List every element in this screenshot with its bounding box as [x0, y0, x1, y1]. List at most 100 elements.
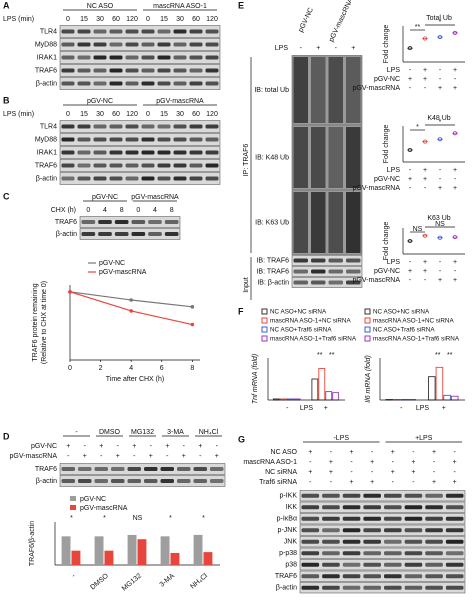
band [177, 479, 191, 483]
band [294, 259, 309, 263]
band [94, 82, 107, 86]
legend-swatch [365, 309, 370, 314]
condition-mark: - [424, 277, 427, 284]
x-tick-label: MG132 [121, 573, 143, 593]
lane-label: 0 [146, 16, 150, 23]
group-label: pGV-mascRNA [131, 194, 179, 201]
condition-mark: + [308, 469, 312, 476]
x-tick-label: 8 [190, 365, 194, 372]
band [446, 551, 464, 555]
blot-label: IB: TRAF6 [256, 257, 289, 264]
band [405, 528, 423, 532]
y-axis-label: Fold change [383, 222, 390, 261]
legend-label: pGV-mascRNA [99, 269, 147, 276]
condition-mark: + [453, 67, 457, 74]
condition-mark: + [453, 85, 457, 92]
smear [329, 57, 344, 123]
bar [128, 535, 137, 565]
annotation: * [103, 515, 106, 522]
group-label: 3-MA [167, 429, 184, 436]
condition-mark: - [454, 76, 457, 83]
condition-mark: + [432, 449, 436, 456]
condition-mark: - [439, 67, 442, 74]
lane-label: 30 [176, 111, 184, 118]
band [190, 164, 203, 168]
annotation: NS [133, 515, 143, 522]
band [446, 494, 464, 498]
band [425, 551, 443, 555]
band [206, 125, 219, 129]
band [62, 69, 75, 73]
bar [138, 539, 147, 565]
band [384, 505, 402, 509]
condition-mark: + [149, 453, 153, 460]
band [302, 563, 320, 567]
lane-label: + [316, 45, 320, 52]
condition-mark: - [330, 449, 333, 456]
band [126, 125, 139, 129]
band [110, 82, 123, 86]
band [110, 69, 123, 73]
condition-mark: - [309, 459, 312, 466]
lane-label: 60 [192, 16, 200, 23]
condition-mark: + [370, 479, 374, 486]
band [110, 125, 123, 129]
condition-mark: + [411, 469, 415, 476]
lane-label: 120 [126, 111, 138, 118]
condition-mark: - [100, 453, 103, 460]
legend-label: NC ASO+Traf6 siRNA [270, 327, 332, 334]
band [210, 467, 224, 471]
band [82, 220, 96, 224]
condition-mark: - [199, 453, 202, 460]
band [110, 138, 123, 142]
band [174, 164, 187, 168]
condition-mark: + [215, 453, 219, 460]
band [425, 494, 443, 498]
band [343, 586, 361, 590]
legend-label: NC ASO+Traf6 siRNA [373, 327, 435, 334]
lane-label: 4 [153, 207, 157, 214]
band [128, 467, 142, 471]
condition-mark: + [116, 453, 120, 460]
band [62, 479, 76, 483]
band [62, 177, 75, 181]
band [158, 164, 171, 168]
x-tick-label: 3-MA [159, 572, 177, 588]
condition-mark: + [423, 167, 427, 174]
condition-label: LPS [387, 67, 401, 74]
band [294, 281, 309, 285]
blot-label: IKK [286, 504, 298, 511]
blot-label: IB: TRAF6 [256, 268, 289, 275]
smear [311, 127, 326, 188]
band [158, 151, 171, 155]
band [322, 551, 340, 555]
band [132, 232, 146, 236]
annotation: NS [413, 226, 423, 233]
annotation: * [169, 515, 172, 522]
band [343, 505, 361, 509]
x-tick-label: - [400, 405, 403, 412]
blot-label: IB: K63 Ub [255, 219, 289, 226]
band [161, 467, 175, 471]
band [82, 232, 96, 236]
blot-label: β-actin [36, 478, 57, 485]
band [405, 517, 423, 521]
lane-label: 120 [206, 16, 218, 23]
bar [312, 379, 318, 400]
band [384, 528, 402, 532]
band [158, 56, 171, 60]
lane-label: 15 [80, 111, 88, 118]
band [78, 82, 91, 86]
band [343, 517, 361, 521]
x-tick-label: - [286, 405, 289, 412]
panel-label: D [3, 431, 10, 441]
band [126, 30, 139, 34]
band [142, 82, 155, 86]
band [343, 528, 361, 532]
legend-swatch [262, 309, 267, 314]
annotation: ** [329, 352, 335, 359]
lane-label: 15 [160, 16, 168, 23]
condition-mark: - [409, 185, 412, 192]
band [346, 270, 361, 274]
annotation: ** [317, 352, 323, 359]
